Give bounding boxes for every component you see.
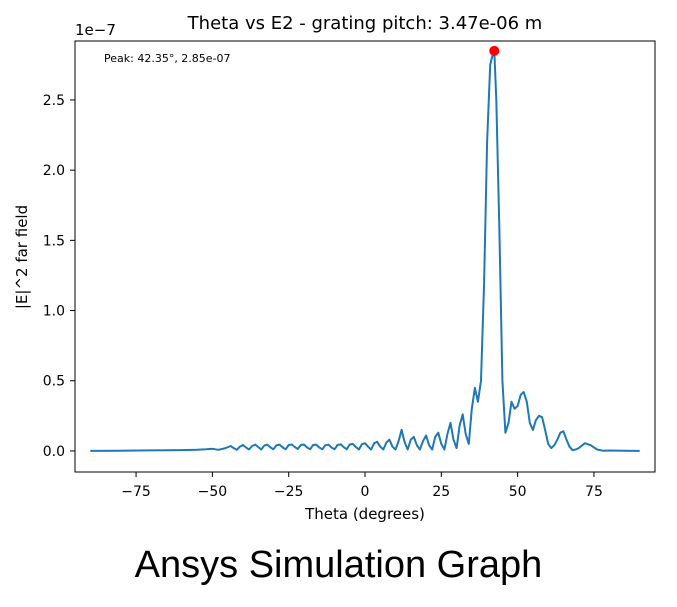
axes-frame: [74, 40, 656, 473]
y-tick-label: 0.5: [43, 374, 65, 390]
y-tick-label: 2.0: [43, 163, 65, 179]
y-tick-label: 1.0: [43, 304, 65, 320]
caption: Ansys Simulation Graph: [134, 544, 543, 586]
x-axis-label: Theta (degrees): [304, 505, 425, 523]
y-tick-label: 0.0: [43, 444, 65, 460]
chart-title: Theta vs E2 - grating pitch: 3.47e-06 m: [187, 13, 543, 34]
y-offset-label: 1e−7: [75, 21, 116, 39]
x-tick-label: −50: [198, 484, 228, 500]
y-axis-label: |E|^2 far field: [13, 205, 31, 309]
series-line-0: [90, 49, 640, 452]
y-tick-label: 1.5: [43, 233, 65, 249]
x-tick-label: 50: [509, 484, 527, 500]
x-tick-label: 25: [432, 484, 450, 500]
y-tick-label: 2.5: [43, 93, 65, 109]
x-tick-label: −25: [274, 484, 304, 500]
peak-marker: [489, 45, 500, 56]
x-tick-label: −75: [121, 484, 151, 500]
plot-area: −75 −50 −25 0 25 50 75 0.0 0.5 1.0 1.5 2.0 2.5: [43, 40, 656, 500]
peak-annotation: Peak: 42.35°, 2.85e-07: [104, 52, 231, 65]
x-tick-label: 75: [585, 484, 603, 500]
x-tick-label: 0: [361, 484, 370, 500]
